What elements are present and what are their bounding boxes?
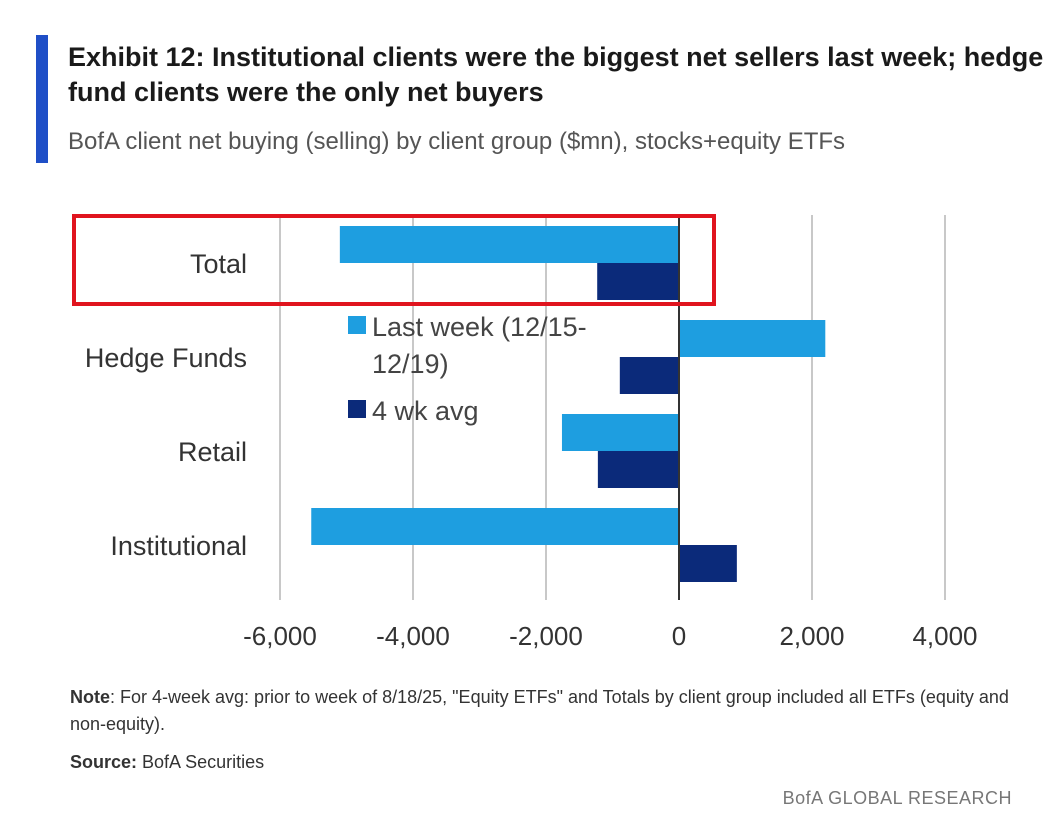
brand-logo: BofA GLOBAL RESEARCH — [782, 788, 1012, 808]
x-tick-label: 4,000 — [912, 621, 977, 651]
note: Note: For 4-week avg: prior to week of 8… — [70, 684, 1010, 738]
legend-swatch — [348, 316, 366, 334]
x-tick-label: -2,000 — [509, 621, 583, 651]
category-label: Retail — [178, 437, 247, 467]
accent-bar — [36, 35, 48, 163]
bar-institutional-4wk-avg — [679, 545, 737, 582]
source: Source: BofA Securities — [70, 752, 264, 773]
chart-subtitle: BofA client net buying (selling) by clie… — [68, 128, 846, 155]
chart-title: Exhibit 12: Institutional clients were t… — [68, 42, 1044, 107]
source-text: BofA Securities — [137, 752, 265, 772]
highlight-box — [72, 214, 716, 306]
legend-swatch — [348, 400, 366, 418]
note-label: Note — [70, 687, 110, 707]
bar-hedge-funds-4wk-avg — [619, 357, 679, 394]
bar-retail-last-week — [561, 414, 679, 451]
bar-hedge-funds-last-week — [679, 320, 826, 357]
x-tick-label: 2,000 — [779, 621, 844, 651]
x-tick-label: -4,000 — [376, 621, 450, 651]
bar-total-4wk-avg — [597, 263, 679, 300]
category-label: Hedge Funds — [85, 343, 247, 373]
bar-institutional-last-week — [311, 508, 679, 545]
x-tick-label: -6,000 — [243, 621, 317, 651]
source-label: Source: — [70, 752, 138, 772]
note-text: : For 4-week avg: prior to week of 8/18/… — [70, 687, 1009, 734]
category-label: Total — [190, 249, 247, 279]
bar-retail-4wk-avg — [597, 451, 679, 488]
category-label: Institutional — [110, 531, 247, 561]
x-tick-label: 0 — [672, 621, 686, 651]
legend-label: Last week (12/15- — [372, 312, 587, 342]
legend-label: 4 wk avg — [372, 396, 479, 426]
bar-total-last-week — [339, 226, 679, 263]
legend-label: 12/19) — [372, 349, 449, 379]
